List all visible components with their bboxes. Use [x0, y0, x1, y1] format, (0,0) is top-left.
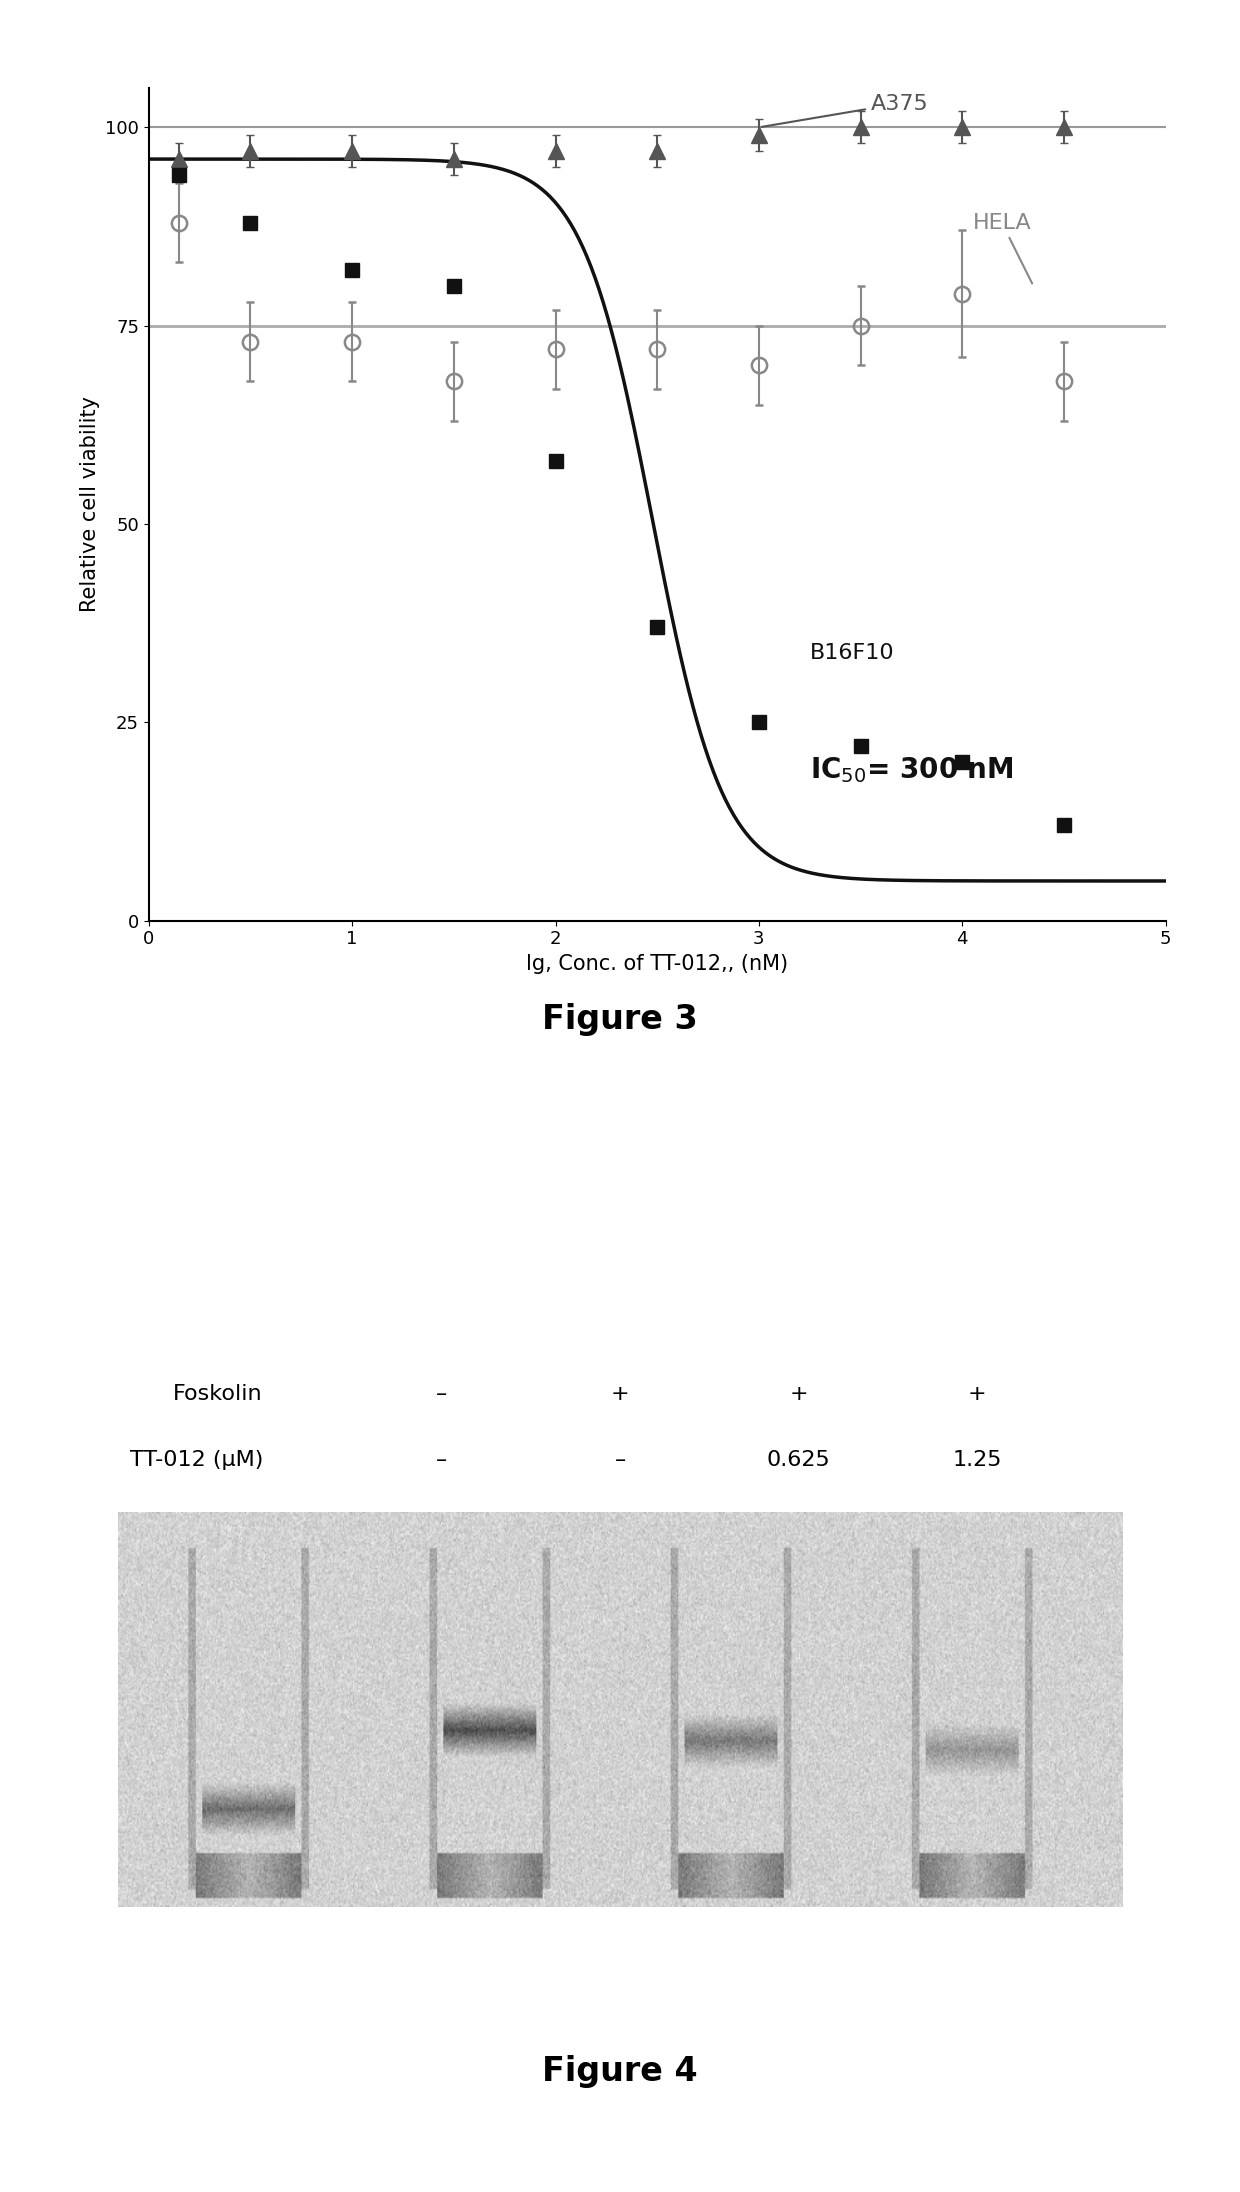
Text: A375: A375 — [761, 94, 929, 127]
Text: B16F10: B16F10 — [810, 642, 894, 662]
Text: HELA: HELA — [972, 213, 1032, 283]
Text: TT-012 (μM): TT-012 (μM) — [129, 1449, 263, 1471]
Text: –: – — [435, 1383, 448, 1405]
Text: Figure 4: Figure 4 — [542, 2054, 698, 2089]
Text: 1.25: 1.25 — [952, 1449, 1002, 1471]
Text: 0.625: 0.625 — [766, 1449, 831, 1471]
Text: Foskolin: Foskolin — [174, 1383, 263, 1405]
X-axis label: lg, Conc. of TT-012,, (nM): lg, Conc. of TT-012,, (nM) — [526, 954, 789, 973]
Text: +: + — [789, 1383, 808, 1405]
Y-axis label: Relative cell viability: Relative cell viability — [79, 397, 99, 612]
Text: –: – — [614, 1449, 626, 1471]
Text: +: + — [967, 1383, 987, 1405]
Text: +: + — [610, 1383, 630, 1405]
Text: Figure 3: Figure 3 — [542, 1002, 698, 1037]
Text: IC$_{50}$= 300 nM: IC$_{50}$= 300 nM — [810, 754, 1013, 785]
Text: –: – — [435, 1449, 448, 1471]
